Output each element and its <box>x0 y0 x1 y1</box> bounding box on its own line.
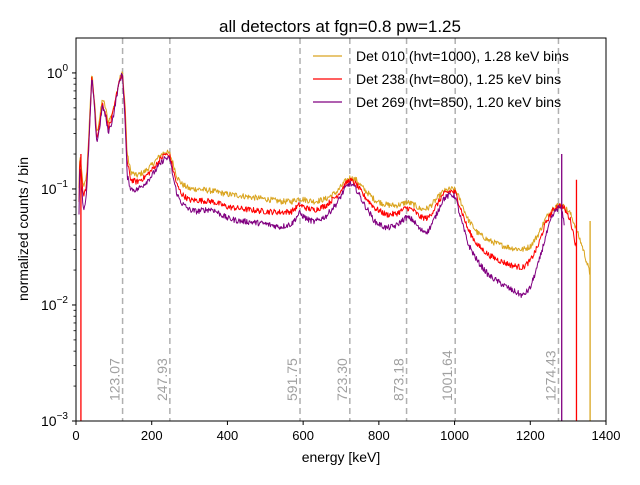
reference-labels: 123.07 247.93 591.75 723.30 873.18 1001.64 127… <box>107 350 559 401</box>
legend: Det 010 (hvt=1000), 1.28 keV bins Det 238… <box>313 48 569 110</box>
x-tick-label: 1000 <box>440 428 469 443</box>
x-axis: 0 200 400 600 800 1000 1200 1400 <box>72 421 620 443</box>
x-axis-label: energy [keV] <box>302 449 381 465</box>
x-tick-label: 200 <box>141 428 163 443</box>
series-line <box>78 73 577 270</box>
reference-lines <box>121 38 560 421</box>
plot-area: 123.07 247.93 591.75 723.30 873.18 1001.64 127… <box>41 37 620 443</box>
series-layer <box>78 71 591 421</box>
y-axis-label: normalized counts / bin <box>15 157 31 301</box>
reference-label: 1001.64 <box>439 350 455 401</box>
x-tick-label: 0 <box>72 428 79 443</box>
series-line <box>78 71 591 275</box>
y-tick-label: 10−1 <box>41 179 68 197</box>
x-tick-label: 1400 <box>592 428 621 443</box>
y-tick-label: 10−2 <box>41 295 68 313</box>
axes-frame <box>75 37 607 422</box>
series-line <box>78 72 565 298</box>
legend-label: Det 269 (hvt=850), 1.20 keV bins <box>356 94 561 110</box>
reference-label: 873.18 <box>391 358 407 401</box>
x-tick-label: 800 <box>368 428 390 443</box>
y-axis: 10−3 10−2 10−1 100 <box>41 63 76 429</box>
reference-label: 123.07 <box>107 358 123 401</box>
x-tick-label: 600 <box>292 428 314 443</box>
legend-label: Det 238 (hvt=800), 1.25 keV bins <box>356 71 561 87</box>
x-tick-label: 1200 <box>516 428 545 443</box>
y-tick-label: 10−3 <box>41 411 68 429</box>
reference-label: 723.30 <box>334 358 350 401</box>
legend-label: Det 010 (hvt=1000), 1.28 keV bins <box>356 48 569 64</box>
chart-title: all detectors at fgn=0.8 pw=1.25 <box>219 17 461 36</box>
x-tick-label: 400 <box>217 428 239 443</box>
reference-label: 1274.43 <box>542 350 558 401</box>
reference-label: 247.93 <box>154 358 170 401</box>
y-tick-label: 100 <box>47 63 69 81</box>
reference-label: 591.75 <box>284 358 300 401</box>
